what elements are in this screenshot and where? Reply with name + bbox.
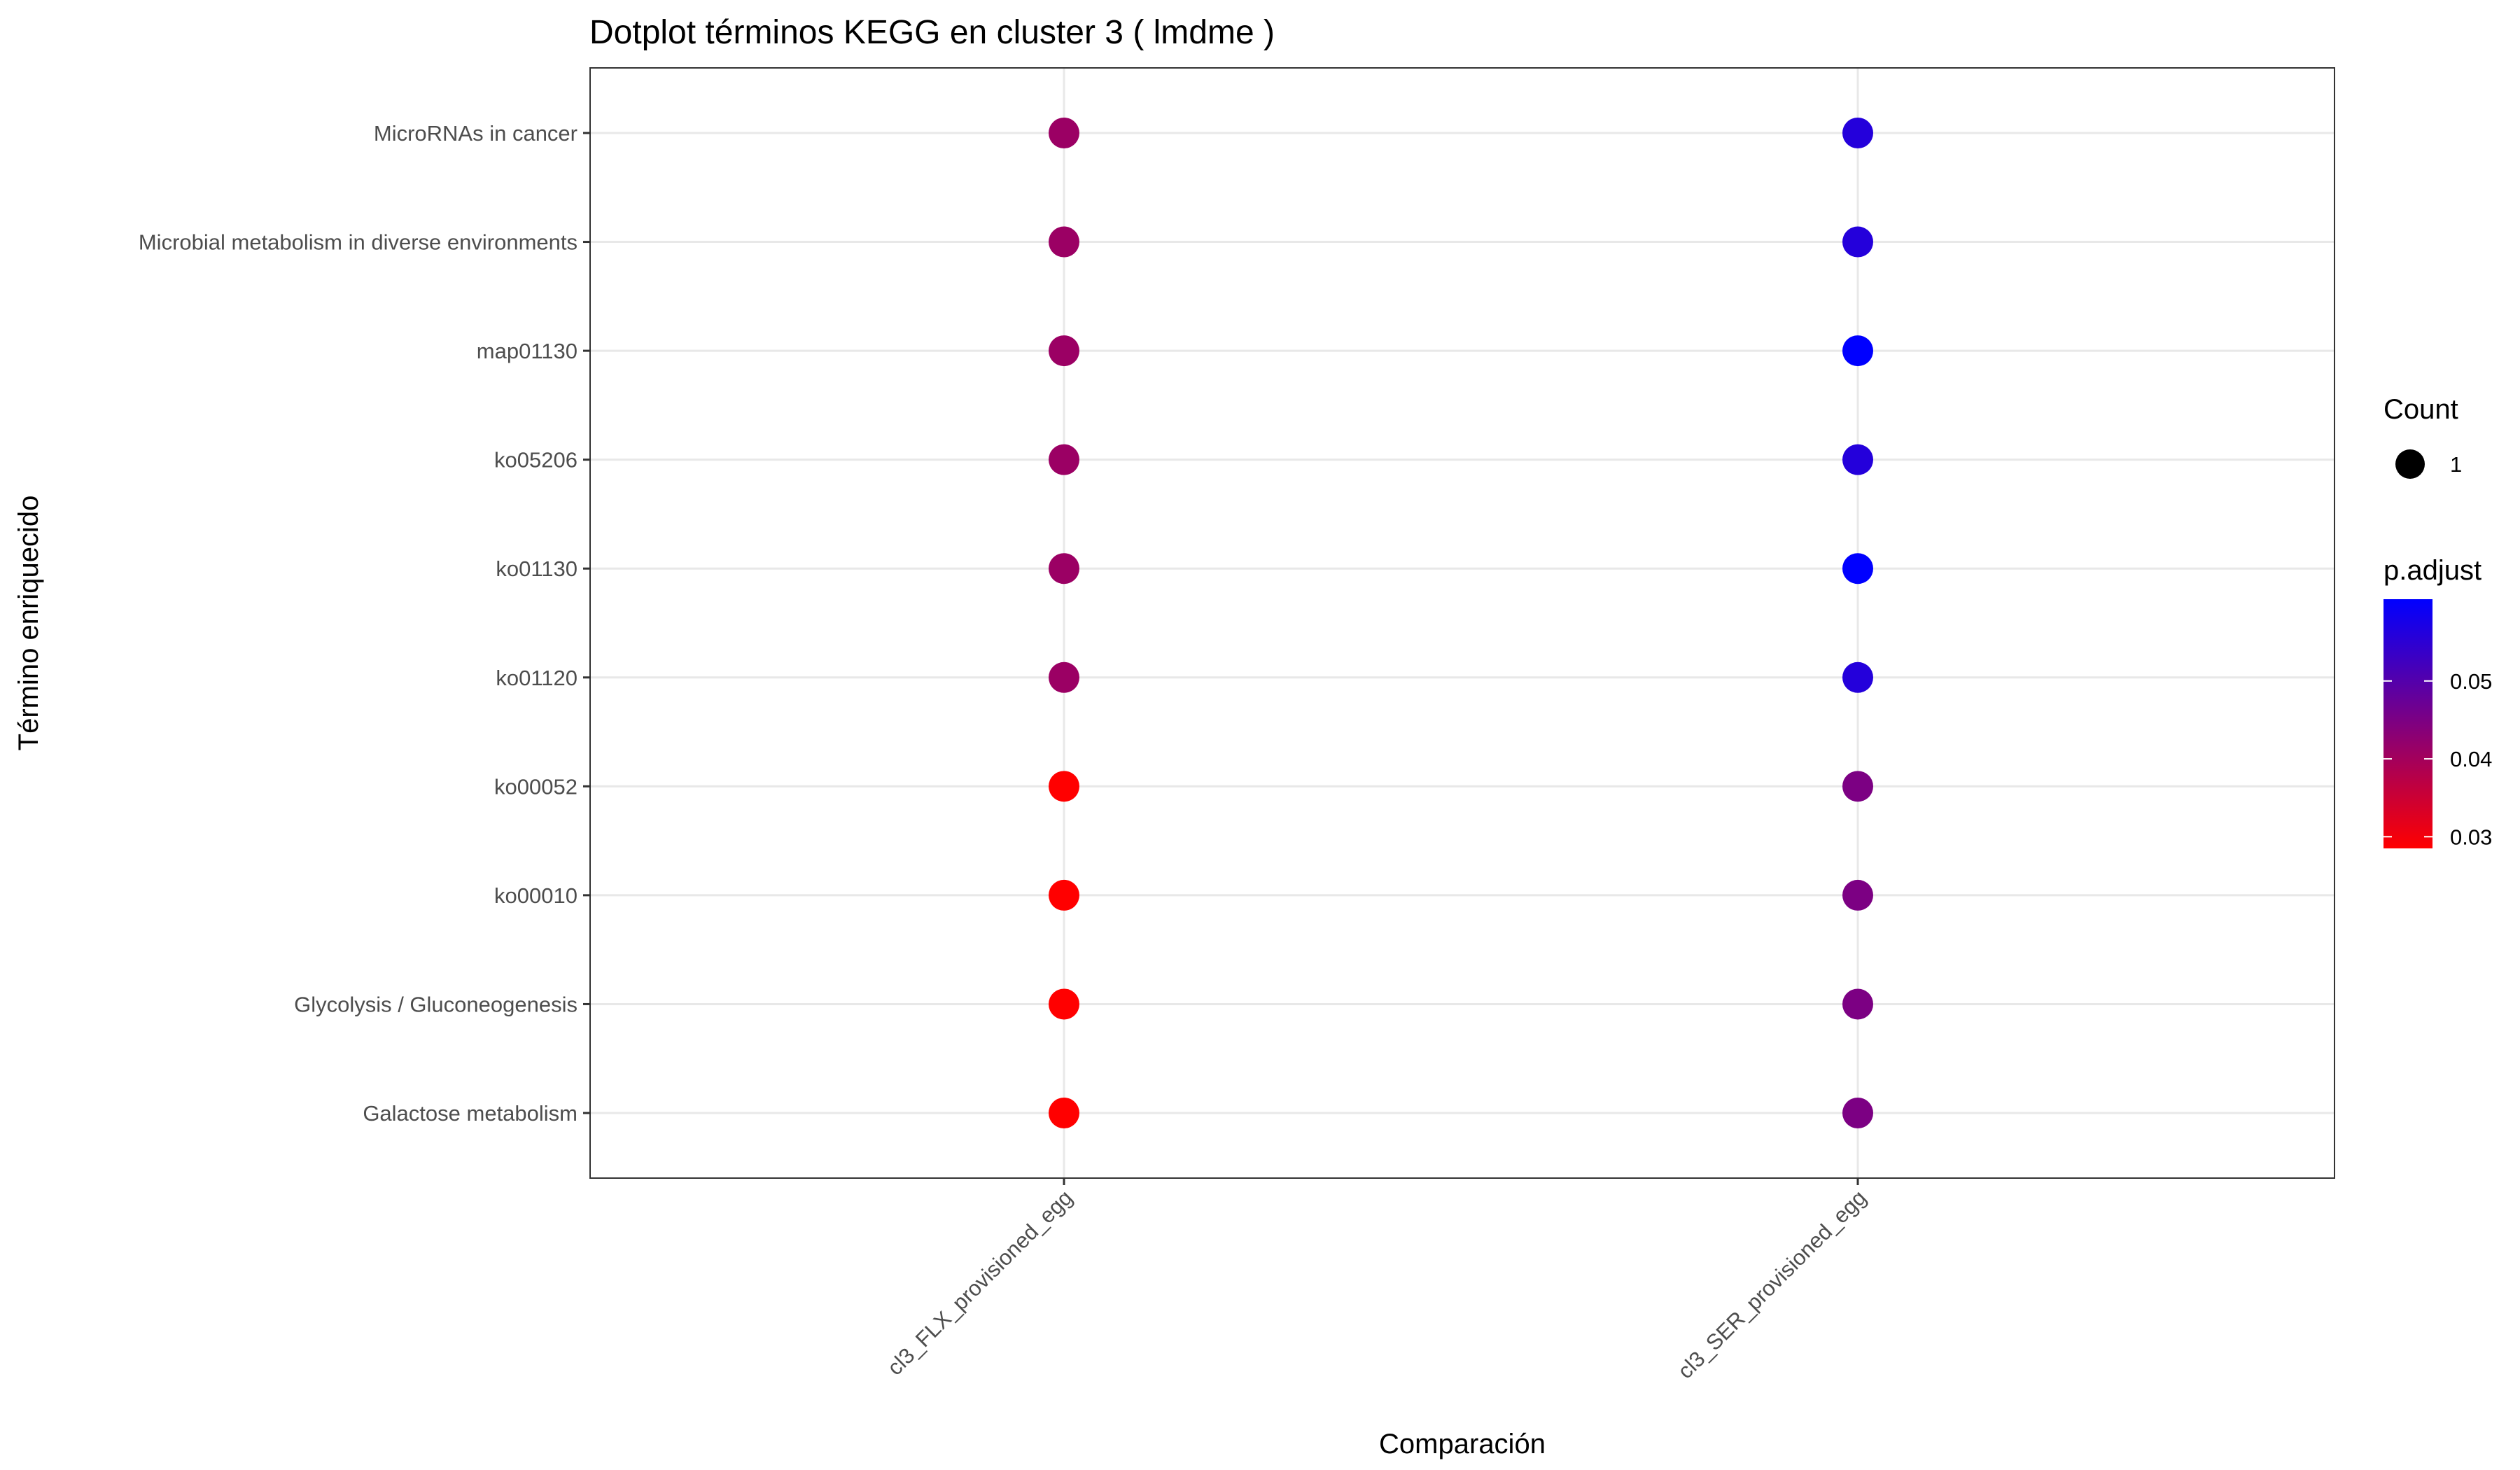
data-point: [1049, 118, 1079, 148]
chart-title: Dotplot términos KEGG en cluster 3 ( lmd…: [589, 14, 1275, 51]
y-tick-label: ko01120: [496, 666, 578, 690]
data-point: [1049, 553, 1079, 584]
colorbar-tick-label: 0.05: [2450, 669, 2492, 694]
y-tick-label: ko00010: [494, 883, 578, 908]
y-axis-title: Término enriquecido: [13, 496, 44, 751]
data-point: [1842, 335, 1873, 367]
padj-legend-title: p.adjust: [2384, 555, 2482, 586]
y-tick-label: MicroRNAs in cancer: [374, 121, 578, 146]
data-point: [1842, 118, 1873, 148]
data-point: [1049, 1098, 1079, 1128]
data-point: [1842, 662, 1873, 693]
y-axis: MicroRNAs in cancer Microbial metabolism …: [139, 121, 590, 1126]
data-point: [1842, 988, 1873, 1020]
padj-colorbar-ticks: 0.03 0.04 0.05: [2384, 669, 2492, 849]
count-legend-title: Count: [2384, 394, 2458, 425]
y-tick-label: Glycolysis / Gluconeogenesis: [294, 992, 578, 1016]
data-point: [1049, 662, 1079, 693]
plot-panel-border: [589, 67, 2335, 1179]
data-points: [1049, 118, 1873, 1128]
data-point: [1842, 553, 1873, 584]
padj-colorbar: [2384, 599, 2432, 848]
data-point: [1842, 771, 1873, 802]
y-tick-label: map01130: [477, 339, 578, 363]
data-point: [1049, 444, 1079, 475]
data-point: [1049, 771, 1079, 802]
colorbar-tick-label: 0.04: [2450, 747, 2492, 771]
plot-panel: [590, 68, 2334, 1178]
data-point: [1842, 1098, 1873, 1128]
y-tick-label: Microbial metabolism in diverse environm…: [139, 230, 578, 255]
x-axis-title: Comparación: [1379, 1429, 1546, 1460]
y-tick-label: ko00052: [494, 774, 578, 799]
data-point: [1049, 988, 1079, 1020]
x-tick-label: cl3_FLX_provisioned_egg: [883, 1185, 1077, 1380]
count-legend-label: 1: [2450, 452, 2462, 477]
y-tick-label: ko05206: [494, 448, 578, 472]
colorbar-tick-label: 0.03: [2450, 825, 2492, 849]
data-point: [1842, 226, 1873, 258]
y-tick-label: Galactose metabolism: [363, 1101, 578, 1126]
x-tick-label: cl3_SER_provisioned_egg: [1673, 1185, 1871, 1383]
y-tick-label: ko01130: [496, 556, 578, 581]
count-legend-key: [2395, 449, 2425, 479]
x-axis: cl3_FLX_provisioned_egg cl3_SER_provision…: [883, 1178, 1871, 1383]
data-point: [1049, 335, 1079, 367]
data-point: [1049, 226, 1079, 258]
data-point: [1842, 879, 1873, 911]
data-point: [1049, 879, 1079, 911]
data-point: [1842, 444, 1873, 475]
